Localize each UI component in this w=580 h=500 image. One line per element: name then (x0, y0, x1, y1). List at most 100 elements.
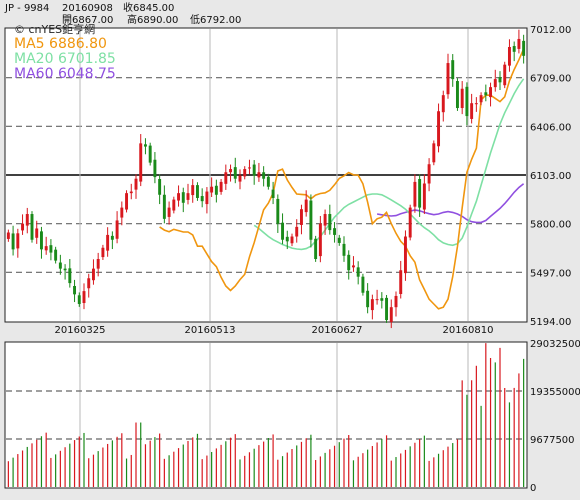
candle-body (479, 95, 483, 103)
candle-body (153, 159, 157, 178)
candle-body (446, 63, 450, 95)
candle-body (512, 46, 516, 52)
candle-body (493, 79, 497, 88)
candle-body (507, 46, 511, 66)
candle-body (299, 209, 303, 225)
candle-body (177, 193, 181, 201)
candle-body (328, 214, 332, 231)
candle-body (120, 207, 124, 218)
candle-body (30, 214, 34, 240)
candle-body (125, 193, 129, 210)
date-tick-label: 20160810 (443, 325, 494, 336)
candle-body (54, 249, 58, 261)
candle-body (318, 223, 322, 257)
candle-body (195, 185, 199, 198)
date-tick-label: 20160627 (312, 325, 363, 336)
candle-body (271, 189, 275, 198)
volume-panel (4, 341, 528, 489)
candle-body (503, 64, 507, 86)
brand-watermark: © cnYES鉅亨網 (14, 23, 96, 36)
legend-ma5: MA5 6886.80 (14, 36, 107, 52)
ma20-line (253, 78, 525, 251)
candle-body (276, 198, 280, 224)
candle-body (143, 144, 147, 147)
candle-body (441, 95, 445, 113)
price-tick-label: 6103.00 (530, 171, 571, 182)
ma-legend: MA5 6886.80 MA20 6701.85 MA60 6048.75 (14, 37, 116, 82)
candle-body (399, 270, 403, 295)
candle-body (408, 207, 412, 238)
candle-body (498, 77, 502, 83)
candle-body (243, 169, 247, 177)
candle-body (375, 299, 379, 301)
candle-body (474, 103, 478, 105)
symbol-label: JP - 9984 (5, 3, 50, 14)
candle-body (347, 254, 351, 271)
price-tick-label: 5194.00 (530, 317, 571, 328)
candle-body (110, 235, 114, 240)
candle-body (39, 231, 43, 250)
price-tick-label: 7012.00 (530, 25, 571, 36)
candle-body (186, 193, 190, 200)
candle-body (342, 243, 346, 256)
candle-body (394, 295, 398, 308)
candle-body (63, 268, 67, 271)
candle-body (167, 207, 171, 217)
candle-body (101, 247, 105, 258)
volume-tick-label: 29032500 (530, 339, 580, 350)
price-tick-label: 6406.00 (530, 122, 571, 133)
candle-body (238, 175, 242, 182)
candle-body (172, 199, 176, 211)
ma60-line (376, 183, 525, 224)
candle-body (82, 291, 86, 304)
date-label: 20160908 (62, 3, 113, 14)
candle-body (285, 236, 289, 242)
candle-body (58, 262, 62, 269)
candle-body (366, 290, 370, 308)
price-tick-label: 6709.00 (530, 74, 571, 85)
candle-body (148, 145, 152, 163)
legend-ma20: MA20 6701.85 (14, 51, 116, 67)
candle-body (309, 200, 313, 240)
candle-body (427, 164, 431, 184)
candle-body (162, 194, 166, 219)
volume-tick-label: 19355000 (530, 387, 580, 398)
candle-body (200, 196, 204, 202)
candle-body (370, 299, 374, 311)
legend-ma60: MA60 6048.75 (14, 66, 116, 82)
candle-body (489, 87, 493, 98)
candle-body (455, 81, 459, 109)
price-tick-label: 5497.00 (530, 268, 571, 279)
high-price-label: 高6890.00 (127, 15, 179, 26)
candle-body (385, 297, 389, 321)
ma5-line (159, 48, 525, 310)
candle-body (266, 176, 270, 187)
candle-body (389, 307, 393, 322)
candle-body (262, 172, 266, 179)
candle-body (139, 143, 143, 182)
candle-body (418, 179, 422, 208)
price-tick-label: 5800.00 (530, 220, 571, 231)
date-tick-label: 20160513 (185, 325, 236, 336)
candle-body (96, 259, 100, 269)
candle-body (517, 38, 521, 49)
candle-body (422, 183, 426, 210)
candle-body (181, 192, 185, 203)
candle-body (361, 276, 365, 293)
candle-body (233, 167, 237, 179)
candle-body (295, 226, 299, 237)
open-price-label: 開6867.00 (62, 15, 114, 26)
candle-body (6, 232, 10, 239)
candle-body (437, 111, 441, 147)
candle-body (314, 238, 318, 260)
candle-body (403, 236, 407, 274)
candle-body (522, 40, 526, 56)
candle-body (337, 237, 341, 243)
volume-tick-label: 0 (530, 483, 536, 494)
candle-body (465, 86, 469, 117)
candle-body (257, 172, 261, 178)
candle-body (129, 191, 133, 194)
candle-body (205, 191, 209, 205)
candle-body (91, 268, 95, 281)
